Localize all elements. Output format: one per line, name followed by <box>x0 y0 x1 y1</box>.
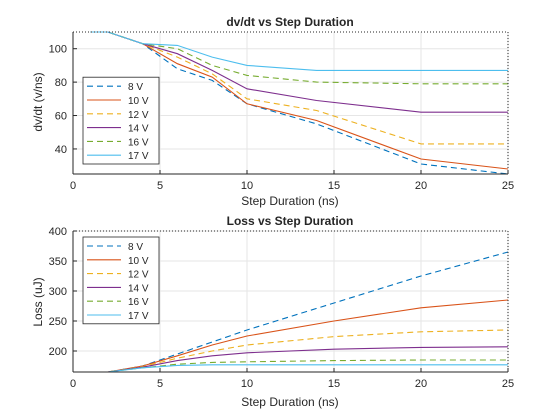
x-tick-label: 20 <box>415 378 427 390</box>
dvdt-chart: dv/dt vs Step Duration Step Duration (ns… <box>31 15 514 208</box>
chart-title: Loss vs Step Duration <box>227 214 354 228</box>
y-tick-label: 100 <box>49 44 67 56</box>
legend: 8 V 10 V 12 V 14 V 16 V 17 V <box>82 76 160 165</box>
legend-label: 17 V <box>128 151 149 162</box>
x-tick-label: 20 <box>415 180 427 192</box>
series-group <box>90 31 509 175</box>
legend-label: 8 V <box>128 82 143 93</box>
x-tick-label: 5 <box>157 180 163 192</box>
legend-label: 14 V <box>128 124 149 135</box>
loss-chart: Loss vs Step Duration Step Duration (ns)… <box>31 214 514 409</box>
y-tick-label: 40 <box>55 144 67 156</box>
y-tick-label: 300 <box>49 286 67 298</box>
x-axis-label: Step Duration (ns) <box>241 395 338 409</box>
legend-label: 10 V <box>128 256 149 267</box>
x-tick-label: 25 <box>502 378 514 390</box>
x-tick-label: 10 <box>241 180 253 192</box>
y-tick-label: 60 <box>55 111 67 123</box>
series-line-16v <box>90 359 508 373</box>
legend-label: 12 V <box>128 270 149 281</box>
series-line-8v <box>90 251 509 373</box>
y-axis-label: Loss (uJ) <box>31 277 45 326</box>
series-group <box>90 251 509 373</box>
series-line-17v <box>90 364 508 373</box>
x-tick-label: 0 <box>70 378 76 390</box>
chart-title: dv/dt vs Step Duration <box>226 15 353 29</box>
y-tick-label: 400 <box>49 226 67 238</box>
legend-box <box>82 236 160 325</box>
y-tick-label: 80 <box>55 77 67 89</box>
legend-label: 16 V <box>128 297 149 308</box>
legend-label: 12 V <box>128 110 149 121</box>
legend-label: 10 V <box>128 96 149 107</box>
legend-box <box>82 76 160 165</box>
series-line-16v <box>90 31 508 85</box>
series-line-17v <box>90 31 508 71</box>
x-tick-label: 5 <box>157 378 163 390</box>
legend-label: 16 V <box>128 137 149 148</box>
x-tick-label: 25 <box>502 180 514 192</box>
legend: 8 V 10 V 12 V 14 V 16 V 17 V <box>82 236 160 325</box>
legend-label: 17 V <box>128 311 149 322</box>
legend-label: 8 V <box>128 242 143 253</box>
y-axis-label: dv/dt (v/ns) <box>31 72 45 131</box>
x-axis-label: Step Duration (ns) <box>241 194 338 208</box>
x-tick-label: 15 <box>328 180 340 192</box>
series-line-8v <box>90 31 509 175</box>
series-line-12v <box>90 329 509 373</box>
x-tick-label: 15 <box>328 378 340 390</box>
legend-label: 14 V <box>128 283 149 294</box>
y-tick-label: 350 <box>49 256 67 268</box>
series-line-12v <box>90 31 508 145</box>
x-tick-label: 0 <box>70 180 76 192</box>
y-tick-label: 200 <box>49 346 67 358</box>
x-tick-label: 10 <box>241 378 253 390</box>
y-tick-label: 250 <box>49 316 67 328</box>
